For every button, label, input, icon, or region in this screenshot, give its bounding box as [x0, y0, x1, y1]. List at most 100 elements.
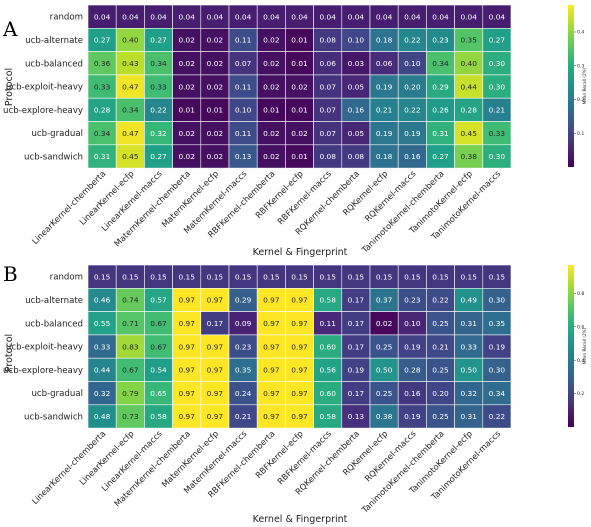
cell-value-label: 0.54 — [150, 366, 167, 375]
cell-value-label: 0.47 — [122, 82, 139, 91]
cell-value-label: 0.04 — [376, 12, 393, 21]
cell-value-label: 0.19 — [404, 412, 421, 421]
cell-value-label: 0.15 — [263, 272, 280, 281]
cell-value-label: 0.19 — [404, 129, 421, 138]
cell-value-label: 0.22 — [150, 106, 166, 115]
cell-value-label: 0.02 — [207, 36, 223, 45]
cell-value-label: 0.97 — [207, 366, 224, 375]
cell-value-label: 0.02 — [207, 129, 223, 138]
cell-value-label: 0.19 — [376, 82, 393, 91]
cell-value-label: 0.30 — [489, 59, 506, 68]
cell-value-label: 0.15 — [207, 272, 224, 281]
row-tick-label: ucb-alternate — [25, 36, 83, 46]
cell-value-label: 0.19 — [489, 342, 506, 351]
cell-value-label: 0.02 — [263, 152, 279, 161]
cell-value-label: 0.97 — [207, 389, 224, 398]
cell-value-label: 0.07 — [235, 59, 252, 68]
cell-value-label: 0.30 — [489, 366, 506, 375]
cell-value-label: 0.10 — [404, 59, 421, 68]
cell-value-label: 0.28 — [94, 106, 111, 115]
cell-value-label: 0.58 — [150, 412, 167, 421]
cell-value-label: 0.17 — [348, 319, 365, 328]
cell-value-label: 0.15 — [432, 272, 449, 281]
heatmap-cell — [482, 144, 512, 169]
cell-value-label: 0.97 — [263, 389, 280, 398]
cell-value-label: 0.11 — [319, 319, 336, 328]
cell-value-label: 0.04 — [319, 12, 336, 21]
cell-value-label: 0.02 — [263, 129, 279, 138]
cell-value-label: 0.10 — [404, 319, 421, 328]
cell-value-label: 0.02 — [376, 319, 392, 328]
cell-value-label: 0.18 — [376, 36, 393, 45]
cell-value-label: 0.24 — [235, 389, 252, 398]
row-tick-label: ucb-balanced — [25, 319, 83, 329]
colorbar-tick-label: 0.8 — [577, 291, 584, 297]
row-tick-label: ucb-exploit-heavy — [6, 343, 83, 353]
cell-value-label: 0.02 — [263, 82, 279, 91]
cell-value-label: 0.25 — [376, 389, 393, 398]
cell-value-label: 0.25 — [376, 342, 393, 351]
cell-value-label: 0.11 — [235, 129, 252, 138]
cell-value-label: 0.35 — [460, 36, 477, 45]
cell-value-label: 0.40 — [460, 59, 477, 68]
cell-value-label: 0.25 — [432, 412, 449, 421]
cell-value-label: 0.60 — [319, 342, 336, 351]
panel-letter: A — [2, 17, 18, 41]
cell-value-label: 0.28 — [404, 366, 421, 375]
cell-value-label: 0.01 — [291, 152, 308, 161]
cell-value-label: 0.01 — [207, 106, 224, 115]
colorbar-title: Mean Recall (2%) — [582, 327, 587, 364]
cell-value-label: 0.16 — [404, 389, 421, 398]
cell-value-label: 0.02 — [207, 59, 223, 68]
cell-value-label: 0.20 — [432, 389, 449, 398]
cell-value-label: 0.32 — [150, 129, 166, 138]
cell-value-label: 0.97 — [178, 366, 195, 375]
cell-value-label: 0.27 — [489, 36, 506, 45]
cell-value-label: 0.47 — [122, 129, 139, 138]
cell-value-label: 0.34 — [150, 59, 167, 68]
cell-value-label: 0.26 — [432, 106, 449, 115]
cell-value-label: 0.27 — [150, 152, 167, 161]
cell-value-label: 0.27 — [150, 36, 167, 45]
cell-value-label: 0.23 — [404, 296, 421, 305]
cell-value-label: 0.17 — [348, 342, 365, 351]
cell-value-label: 0.21 — [489, 106, 506, 115]
cell-value-label: 0.02 — [291, 129, 307, 138]
cell-value-label: 0.38 — [376, 412, 393, 421]
cell-value-label: 0.18 — [376, 152, 393, 161]
cell-value-label: 0.19 — [376, 129, 393, 138]
cell-value-label: 0.09 — [235, 319, 252, 328]
cell-value-label: 0.17 — [207, 319, 224, 328]
cell-value-label: 0.02 — [178, 82, 194, 91]
cell-value-label: 0.32 — [94, 389, 110, 398]
cell-value-label: 0.29 — [432, 82, 449, 91]
cell-value-label: 0.04 — [207, 12, 224, 21]
cell-value-label: 0.79 — [122, 389, 139, 398]
row-tick-label: ucb-gradual — [31, 129, 83, 139]
colorbar-title: Mean Recall (2%) — [582, 67, 587, 104]
cell-value-label: 0.37 — [376, 296, 393, 305]
cell-value-label: 0.56 — [319, 366, 336, 375]
cell-value-label: 0.08 — [319, 36, 336, 45]
cell-value-label: 0.97 — [263, 366, 280, 375]
row-tick-label: ucb-explore-heavy — [3, 106, 83, 116]
cell-value-label: 0.01 — [291, 59, 308, 68]
cell-value-label: 0.02 — [178, 36, 194, 45]
cell-value-label: 0.33 — [94, 342, 111, 351]
cell-value-label: 0.22 — [404, 106, 420, 115]
cell-value-label: 0.06 — [319, 59, 336, 68]
cell-value-label: 0.33 — [150, 82, 167, 91]
cell-value-label: 0.05 — [348, 129, 365, 138]
cell-value-label: 0.97 — [207, 342, 224, 351]
y-axis-title: Protocol — [4, 68, 15, 106]
cell-value-label: 0.43 — [122, 59, 139, 68]
cell-value-label: 0.13 — [235, 152, 252, 161]
cell-value-label: 0.31 — [94, 152, 111, 161]
cell-value-label: 0.02 — [291, 82, 307, 91]
cell-value-label: 0.97 — [178, 296, 195, 305]
cell-value-label: 0.15 — [348, 272, 365, 281]
colorbar-tick-label: 0.4 — [577, 358, 584, 364]
cell-value-label: 0.30 — [489, 152, 506, 161]
cell-value-label: 0.67 — [150, 342, 167, 351]
